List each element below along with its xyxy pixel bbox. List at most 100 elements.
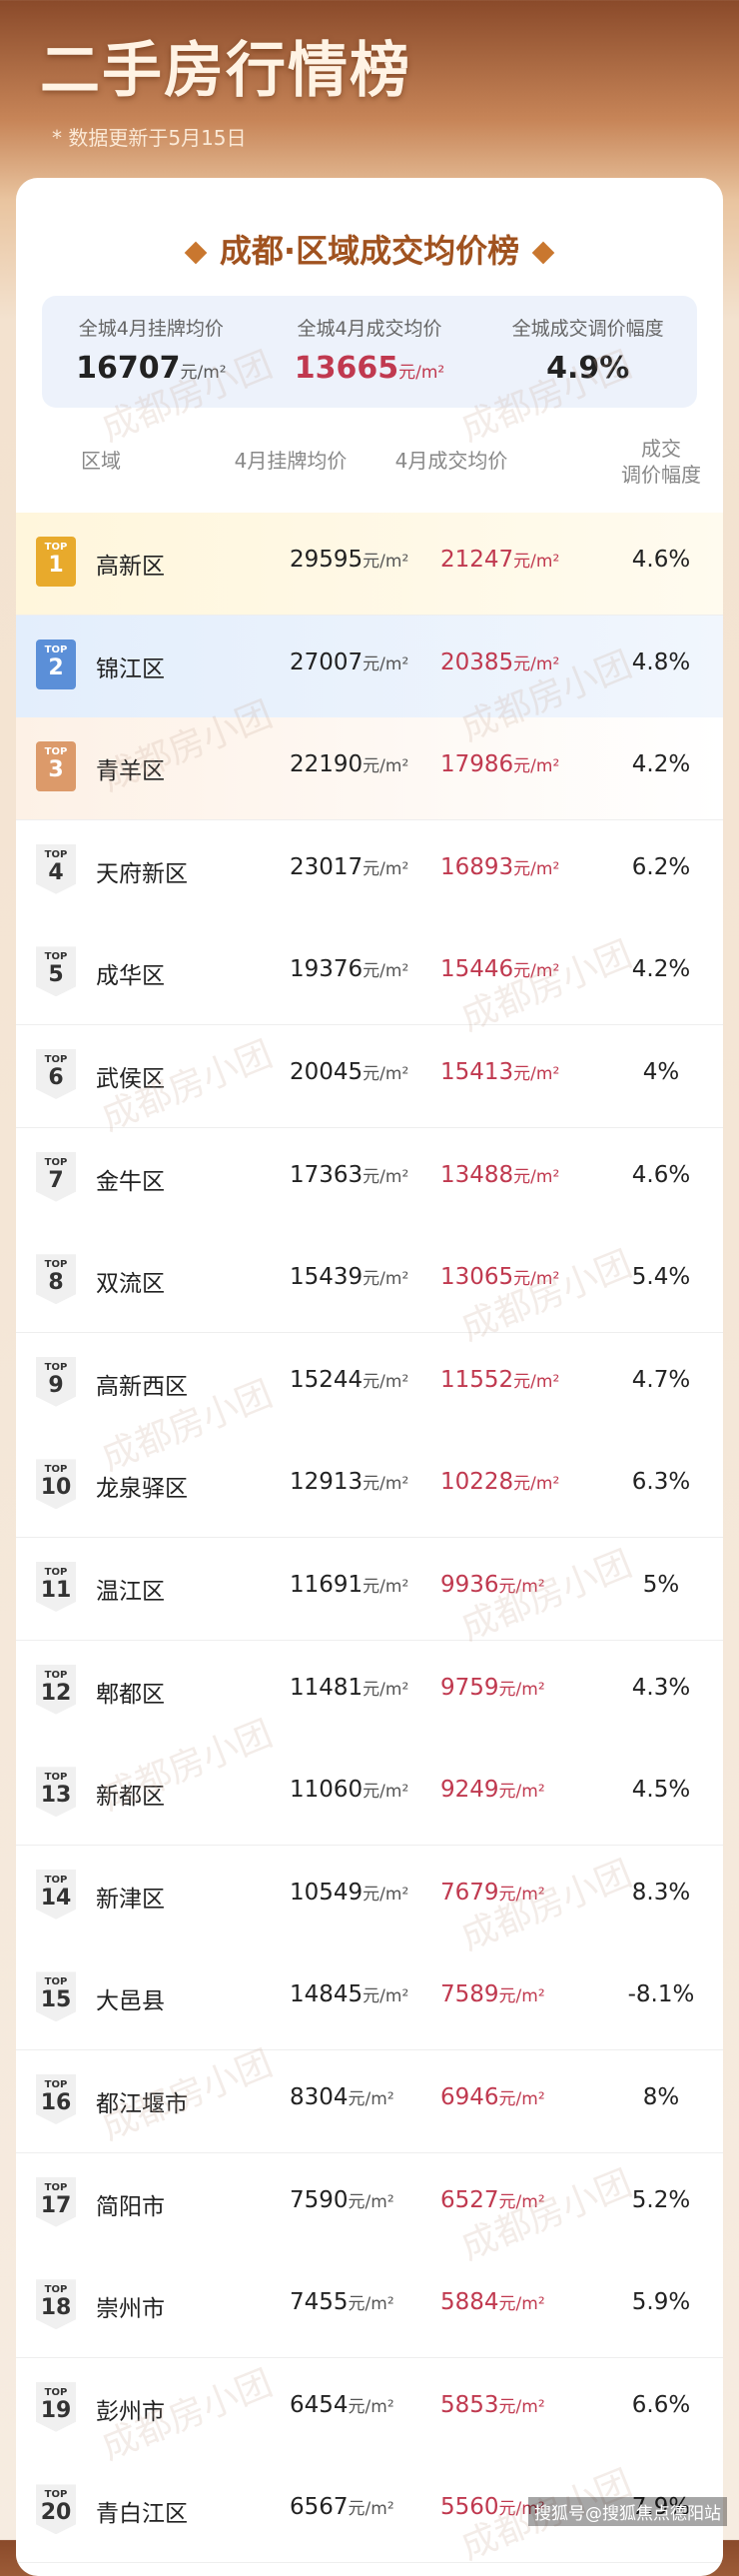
table-row: TOP 1 高新区 29595元/m² 21247元/m² 4.6% bbox=[16, 513, 723, 616]
listing-unit: 元/m² bbox=[363, 1371, 409, 1392]
deal-number: 10228 bbox=[440, 1469, 514, 1496]
listing-unit: 元/m² bbox=[363, 1269, 409, 1290]
badge-rank: 12 bbox=[40, 1680, 72, 1706]
price-change: 4% bbox=[642, 1059, 680, 1085]
badge-top: TOP bbox=[44, 644, 68, 655]
price-change: 5.2% bbox=[631, 2186, 691, 2213]
listing-price: 22190元/m² bbox=[290, 751, 408, 777]
price-change: 5.4% bbox=[631, 1264, 691, 1291]
table-row: TOP 6 武侯区 20045元/m² 15413元/m² 4% bbox=[16, 1025, 723, 1128]
district: 高新西区 bbox=[96, 1373, 188, 1400]
badge-top: TOP bbox=[44, 1259, 68, 1271]
badge-rank: 2 bbox=[48, 654, 64, 680]
listing-price: 11481元/m² bbox=[290, 1675, 408, 1701]
rank-badge: TOP 14 bbox=[36, 1869, 76, 1920]
listing-number: 11481 bbox=[290, 1674, 364, 1701]
listing-unit: 元/m² bbox=[363, 756, 409, 777]
table-row: TOP 13 新都区 11060元/m² 9249元/m² 4.5% bbox=[16, 1743, 723, 1847]
listing-price: 10549元/m² bbox=[290, 1880, 408, 1906]
badge-rank: 11 bbox=[40, 1578, 72, 1603]
table-row: TOP 16 都江堰市 8304元/m² 6946元/m² 8% bbox=[16, 2050, 723, 2153]
table-row: TOP 7 金牛区 17363元/m² 13488元/m² 4.6% bbox=[16, 1127, 723, 1231]
district: 成华区 bbox=[96, 963, 165, 990]
listing-price: 11691元/m² bbox=[290, 1572, 408, 1598]
summary-unit: 元/m² bbox=[180, 363, 227, 383]
listing-unit: 元/m² bbox=[348, 2294, 394, 2315]
badge-rank: 4 bbox=[48, 859, 64, 885]
listing-price: 7455元/m² bbox=[290, 2289, 394, 2315]
badge-top: TOP bbox=[44, 1874, 68, 1886]
district: 金牛区 bbox=[96, 1168, 165, 1195]
rank-badge: TOP 11 bbox=[36, 1562, 76, 1612]
badge-top: TOP bbox=[44, 542, 68, 553]
badge-rank: 20 bbox=[40, 2500, 72, 2526]
listing-price: 6454元/m² bbox=[290, 2392, 394, 2418]
deal-price: 10228元/m² bbox=[440, 1469, 559, 1495]
deal-price: 5884元/m² bbox=[440, 2289, 545, 2315]
district: 大邑县 bbox=[96, 1988, 165, 2015]
price-change: 4.6% bbox=[631, 1161, 691, 1188]
deal-number: 21247 bbox=[440, 547, 514, 573]
listing-number: 17363 bbox=[290, 1161, 364, 1188]
district: 青羊区 bbox=[96, 758, 165, 785]
deal-unit: 元/m² bbox=[498, 1679, 545, 1700]
price-change: 5.9% bbox=[631, 2289, 691, 2316]
listing-unit: 元/m² bbox=[348, 2396, 394, 2417]
badge-rank: 19 bbox=[40, 2397, 72, 2423]
badge-rank: 17 bbox=[40, 2192, 72, 2218]
badge-top: TOP bbox=[44, 746, 68, 758]
district: 彭州市 bbox=[96, 2398, 165, 2425]
rank-badge: TOP 18 bbox=[36, 2279, 76, 2330]
listing-price: 19376元/m² bbox=[290, 956, 408, 982]
listing-number: 19376 bbox=[290, 956, 364, 983]
listing-number: 10549 bbox=[290, 1879, 364, 1906]
district: 温江区 bbox=[96, 1579, 165, 1605]
deal-price: 13488元/m² bbox=[440, 1162, 559, 1188]
column-header-line: 成交 bbox=[641, 437, 681, 461]
deal-unit: 元/m² bbox=[513, 653, 560, 674]
deal-price: 9759元/m² bbox=[440, 1675, 545, 1701]
deal-unit: 元/m² bbox=[498, 2396, 545, 2417]
rank-badge: TOP 17 bbox=[36, 2176, 76, 2227]
listing-price: 12913元/m² bbox=[290, 1469, 408, 1495]
listing-number: 14845 bbox=[290, 1981, 364, 2008]
badge-top: TOP bbox=[44, 1054, 68, 1065]
listing-number: 22190 bbox=[290, 751, 364, 778]
table-row: TOP 19 彭州市 6454元/m² 5853元/m² 6.6% bbox=[16, 2357, 723, 2461]
badge-top: TOP bbox=[44, 1669, 68, 1681]
listing-unit: 元/m² bbox=[363, 552, 409, 572]
listing-price: 14845元/m² bbox=[290, 1981, 408, 2007]
page-title: 二手房行情榜 bbox=[40, 36, 411, 106]
listing-number: 15439 bbox=[290, 1264, 364, 1291]
deal-unit: 元/m² bbox=[498, 1782, 545, 1803]
deal-number: 5853 bbox=[440, 2391, 499, 2418]
listing-price: 15439元/m² bbox=[290, 1264, 408, 1290]
listing-number: 20045 bbox=[290, 1059, 364, 1085]
district: 简阳市 bbox=[96, 2193, 165, 2220]
listing-number: 6567 bbox=[290, 2494, 349, 2521]
deal-number: 7589 bbox=[440, 1981, 499, 2008]
district: 新都区 bbox=[96, 1784, 165, 1811]
badge-top: TOP bbox=[44, 848, 68, 860]
deal-price: 16893元/m² bbox=[440, 854, 559, 880]
update-note: * 数据更新于5月15日 bbox=[52, 122, 247, 151]
deal-unit: 元/m² bbox=[498, 2294, 545, 2315]
table-row: TOP 9 高新西区 15244元/m² 11552元/m² 4.7% bbox=[16, 1332, 723, 1436]
rank-badge: TOP 4 bbox=[36, 843, 76, 894]
summary-value: 13665元/m² bbox=[261, 351, 479, 386]
badge-rank: 18 bbox=[40, 2295, 72, 2321]
deal-unit: 元/m² bbox=[513, 858, 560, 879]
price-change: 7.9% bbox=[631, 2494, 691, 2521]
listing-price: 11060元/m² bbox=[290, 1777, 408, 1803]
district: 都江堰市 bbox=[96, 2091, 188, 2117]
deal-price: 6946元/m² bbox=[440, 2084, 545, 2110]
deal-price: 9936元/m² bbox=[440, 1572, 545, 1598]
badge-rank: 5 bbox=[48, 962, 64, 988]
rank-badge: TOP 5 bbox=[36, 946, 76, 997]
deal-price: 17986元/m² bbox=[440, 751, 559, 777]
listing-number: 7590 bbox=[290, 2186, 349, 2213]
table-row: TOP 12 郫都区 11481元/m² 9759元/m² 4.3% bbox=[16, 1640, 723, 1744]
table-row: TOP 14 新津区 10549元/m² 7679元/m² 8.3% bbox=[16, 1845, 723, 1948]
rank-badge: TOP 15 bbox=[36, 1971, 76, 2022]
badge-top: TOP bbox=[44, 1567, 68, 1578]
